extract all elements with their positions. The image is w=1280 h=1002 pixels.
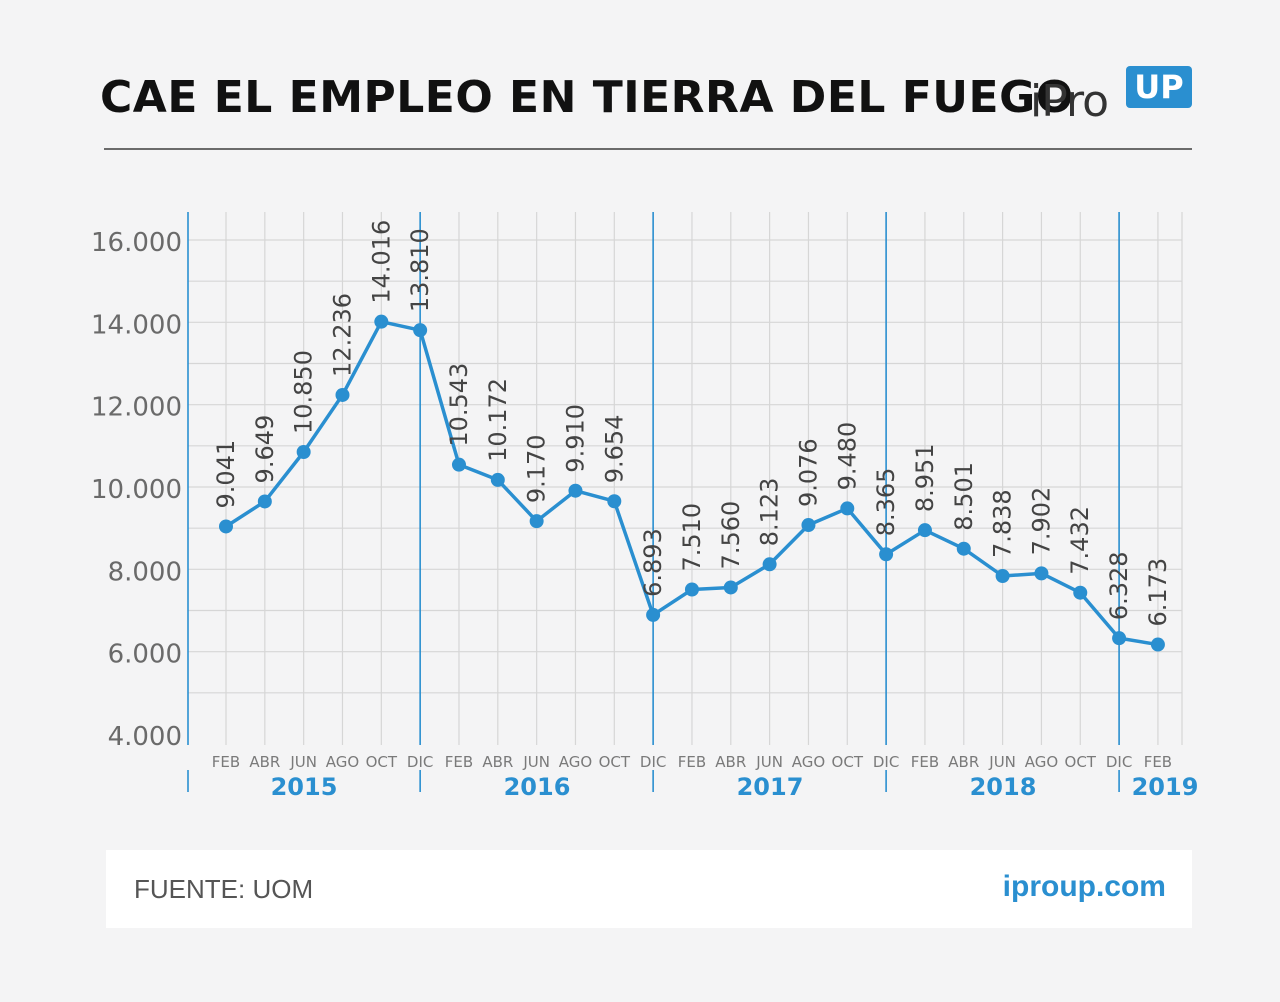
data-point: [374, 314, 389, 329]
x-tick-label: FEB: [1144, 753, 1172, 771]
x-tick-label: ABR: [249, 753, 280, 771]
x-tick-label: FEB: [678, 753, 706, 771]
data-label: 9.041: [212, 440, 240, 509]
data-label: 8.501: [950, 462, 978, 531]
data-label: 9.654: [600, 415, 628, 484]
data-point: [995, 569, 1010, 584]
data-label: 7.902: [1027, 487, 1055, 556]
x-tick-label: DIC: [1106, 753, 1132, 771]
data-point: [646, 607, 661, 622]
site-link[interactable]: iproup.com: [1002, 870, 1166, 903]
data-label: 8.951: [911, 443, 939, 512]
data-label: 9.170: [523, 434, 551, 503]
data-label: 6.173: [1144, 558, 1172, 627]
y-tick-label: 6.000: [108, 640, 182, 670]
year-label: 2019: [1132, 773, 1199, 801]
y-tick-label: 16.000: [91, 228, 182, 258]
data-label: 7.432: [1066, 506, 1094, 575]
x-tick-label: JUN: [988, 753, 1016, 771]
data-point: [723, 580, 738, 595]
data-label: 9.480: [833, 422, 861, 491]
data-label: 7.838: [989, 489, 1017, 558]
data-label: 8.123: [756, 478, 784, 547]
brand-logo: iPro UP: [1030, 66, 1200, 127]
x-tick-label: FEB: [212, 753, 240, 771]
data-label: 7.510: [678, 503, 706, 572]
data-point: [413, 323, 428, 338]
x-tick-label: ABR: [482, 753, 513, 771]
x-tick-label: FEB: [445, 753, 473, 771]
x-tick-label: FEB: [911, 753, 939, 771]
logo-badge: UP: [1126, 66, 1192, 108]
x-tick-label: DIC: [407, 753, 433, 771]
data-point: [529, 514, 544, 529]
x-tick-label: JUN: [289, 753, 317, 771]
data-label: 6.328: [1105, 551, 1133, 620]
chart-title: CAE EL EMPLEO EN TIERRA DEL FUEGO: [100, 72, 1074, 123]
title-divider: [104, 148, 1192, 150]
x-tick-label: JUN: [755, 753, 783, 771]
data-label: 7.560: [717, 501, 745, 570]
x-tick-label: OCT: [599, 753, 631, 771]
x-tick-label: AGO: [1025, 753, 1058, 771]
data-point: [840, 501, 855, 516]
footer-bar: FUENTE: UOM iproup.com: [106, 850, 1192, 928]
data-point: [219, 519, 233, 534]
data-point: [490, 472, 505, 487]
data-label: 6.893: [639, 528, 667, 597]
data-point: [1073, 585, 1088, 600]
x-tick-label: AGO: [559, 753, 592, 771]
data-point: [879, 547, 894, 562]
source-label: FUENTE: UOM: [134, 874, 314, 904]
data-point: [956, 541, 971, 556]
y-tick-label: 8.000: [108, 557, 182, 587]
data-label: 9.076: [794, 438, 822, 507]
data-point: [917, 523, 932, 538]
data-point: [607, 494, 622, 509]
x-tick-label: JUN: [522, 753, 550, 771]
data-point: [568, 483, 583, 498]
data-point: [801, 518, 816, 533]
data-label: 10.172: [484, 378, 512, 462]
data-point: [335, 387, 350, 402]
year-label: 2018: [970, 773, 1037, 801]
y-tick-label: 10.000: [91, 475, 182, 505]
data-point: [1034, 566, 1049, 581]
y-tick-label: 4.000: [108, 722, 182, 752]
line-chart: 4.000 6.000 8.000 10.000 12.000 14.000 16.000 F…: [91, 212, 1199, 801]
year-label: 2017: [737, 773, 804, 801]
x-tick-label: DIC: [873, 753, 899, 771]
x-tick-label: OCT: [832, 753, 864, 771]
x-tick-label: AGO: [326, 753, 359, 771]
data-label: 10.850: [290, 350, 318, 434]
data-label: 10.543: [445, 363, 473, 447]
x-tick-label: ABR: [715, 753, 746, 771]
x-tick-label: AGO: [792, 753, 825, 771]
data-label: 12.236: [328, 293, 356, 377]
year-label: 2016: [504, 773, 571, 801]
data-point: [451, 457, 466, 472]
x-tick-label: DIC: [640, 753, 666, 771]
data-label: 13.810: [406, 228, 434, 312]
logo-text: iPro: [1030, 76, 1109, 127]
y-tick-label: 12.000: [91, 393, 182, 423]
x-tick-label: OCT: [366, 753, 398, 771]
data-point: [296, 445, 311, 460]
data-label: 9.649: [251, 415, 279, 484]
data-point: [684, 582, 699, 597]
x-tick-label: ABR: [948, 753, 979, 771]
data-point: [1150, 637, 1165, 652]
data-label: 14.016: [367, 220, 395, 304]
x-tick-label: OCT: [1065, 753, 1097, 771]
year-label: 2015: [271, 773, 338, 801]
y-tick-label: 14.000: [91, 310, 182, 340]
data-label: 8.365: [872, 468, 900, 537]
data-point: [762, 557, 777, 572]
data-label: 9.910: [561, 404, 589, 473]
data-point: [1112, 631, 1127, 646]
data-point: [257, 494, 272, 509]
